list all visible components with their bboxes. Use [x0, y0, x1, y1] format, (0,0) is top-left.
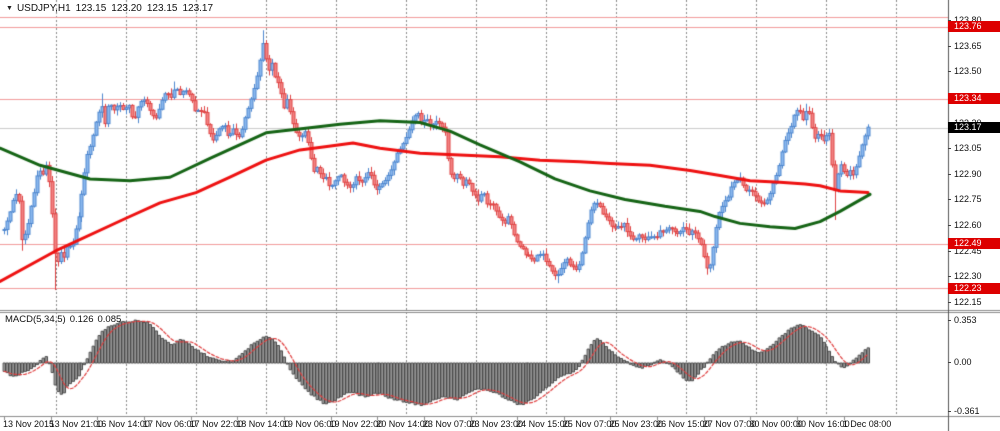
- time-axis-label: 19 Nov 22:00: [329, 419, 384, 429]
- time-axis-label: 17 Nov 22:00: [189, 419, 244, 429]
- macd-main-value: 0.126: [69, 314, 94, 325]
- time-axis-label: 30 Nov 00:00: [749, 419, 803, 429]
- price-axis-tick-label: 123.80: [948, 15, 1000, 26]
- time-axis-label: 25 Nov 07:00: [562, 419, 617, 429]
- price-axis-tick-label: 122.60: [948, 220, 1000, 231]
- price-level-badge: 122.49: [948, 238, 1000, 250]
- price-axis-tick-label: 122.15: [948, 297, 1000, 308]
- time-axis-label: 25 Nov 23:00: [609, 419, 663, 429]
- price-level-badge: 123.34: [948, 93, 1000, 105]
- price-axis-tick-label: 122.45: [948, 246, 1000, 257]
- price-axis-tick-label: 123.50: [948, 66, 1000, 77]
- ohlc-open: 123.15: [75, 3, 107, 14]
- time-axis-label: 20 Nov 14:00: [376, 419, 430, 429]
- time-axis-label: 23 Nov 07:00: [422, 419, 477, 429]
- time-axis-label: 27 Nov 07:00: [702, 419, 757, 429]
- ohlc-high: 123.20: [111, 3, 142, 14]
- macd-axis-tick-zero: 0.00: [948, 357, 1000, 368]
- macd-signal-value: 0.085: [97, 314, 122, 325]
- time-axis-label: 13 Nov 21:00: [49, 419, 104, 429]
- price-axis-tick-label: 123.65: [948, 41, 1000, 52]
- price-level-badge: 122.23: [948, 282, 1000, 294]
- macd-axis-tick-top: 0.353: [948, 315, 1000, 326]
- price-axis-tick-label: 123.05: [948, 143, 1000, 154]
- symbol-period-title: USDJPY,H1: [16, 3, 71, 14]
- time-axis-label: 19 Nov 06:00: [282, 419, 337, 429]
- time-axis-label: 23 Nov 23:00: [469, 419, 524, 429]
- macd-axis-tick-bottom: -0.361: [948, 406, 1000, 417]
- bid-price-badge: 123.17: [948, 122, 1000, 134]
- time-axis-label: 30 Nov 16:00: [796, 419, 850, 429]
- time-axis-label: 17 Nov 06:00: [142, 419, 197, 429]
- time-axis-label: 24 Nov 15:00: [516, 419, 570, 429]
- time-axis-label: 16 Nov 14:00: [96, 419, 150, 429]
- macd-name: MACD(5,34,5): [5, 314, 66, 325]
- time-axis-label: 13 Nov 2015: [3, 419, 55, 429]
- chart-header: ▼ USDJPY,H1 123.15 123.20 123.15 123.17: [6, 3, 218, 15]
- ohlc-close: 123.17: [182, 3, 214, 14]
- time-axis-label: 18 Nov 14:00: [236, 419, 290, 429]
- ohlc-low: 123.15: [146, 3, 178, 14]
- price-axis-tick-label: 122.75: [948, 194, 1000, 205]
- time-axis-label: 1 Dec 08:00: [842, 419, 892, 429]
- price-level-badge: 123.76: [948, 21, 1000, 33]
- symbol-dropdown-arrow-icon[interactable]: ▼: [6, 5, 13, 12]
- macd-indicator-label: MACD(5,34,5) 0.126 0.085: [5, 314, 125, 325]
- time-axis-label: 26 Nov 15:00: [656, 419, 710, 429]
- price-axis-tick-label: 122.30: [948, 271, 1000, 282]
- price-axis-tick-label: 122.90: [948, 169, 1000, 180]
